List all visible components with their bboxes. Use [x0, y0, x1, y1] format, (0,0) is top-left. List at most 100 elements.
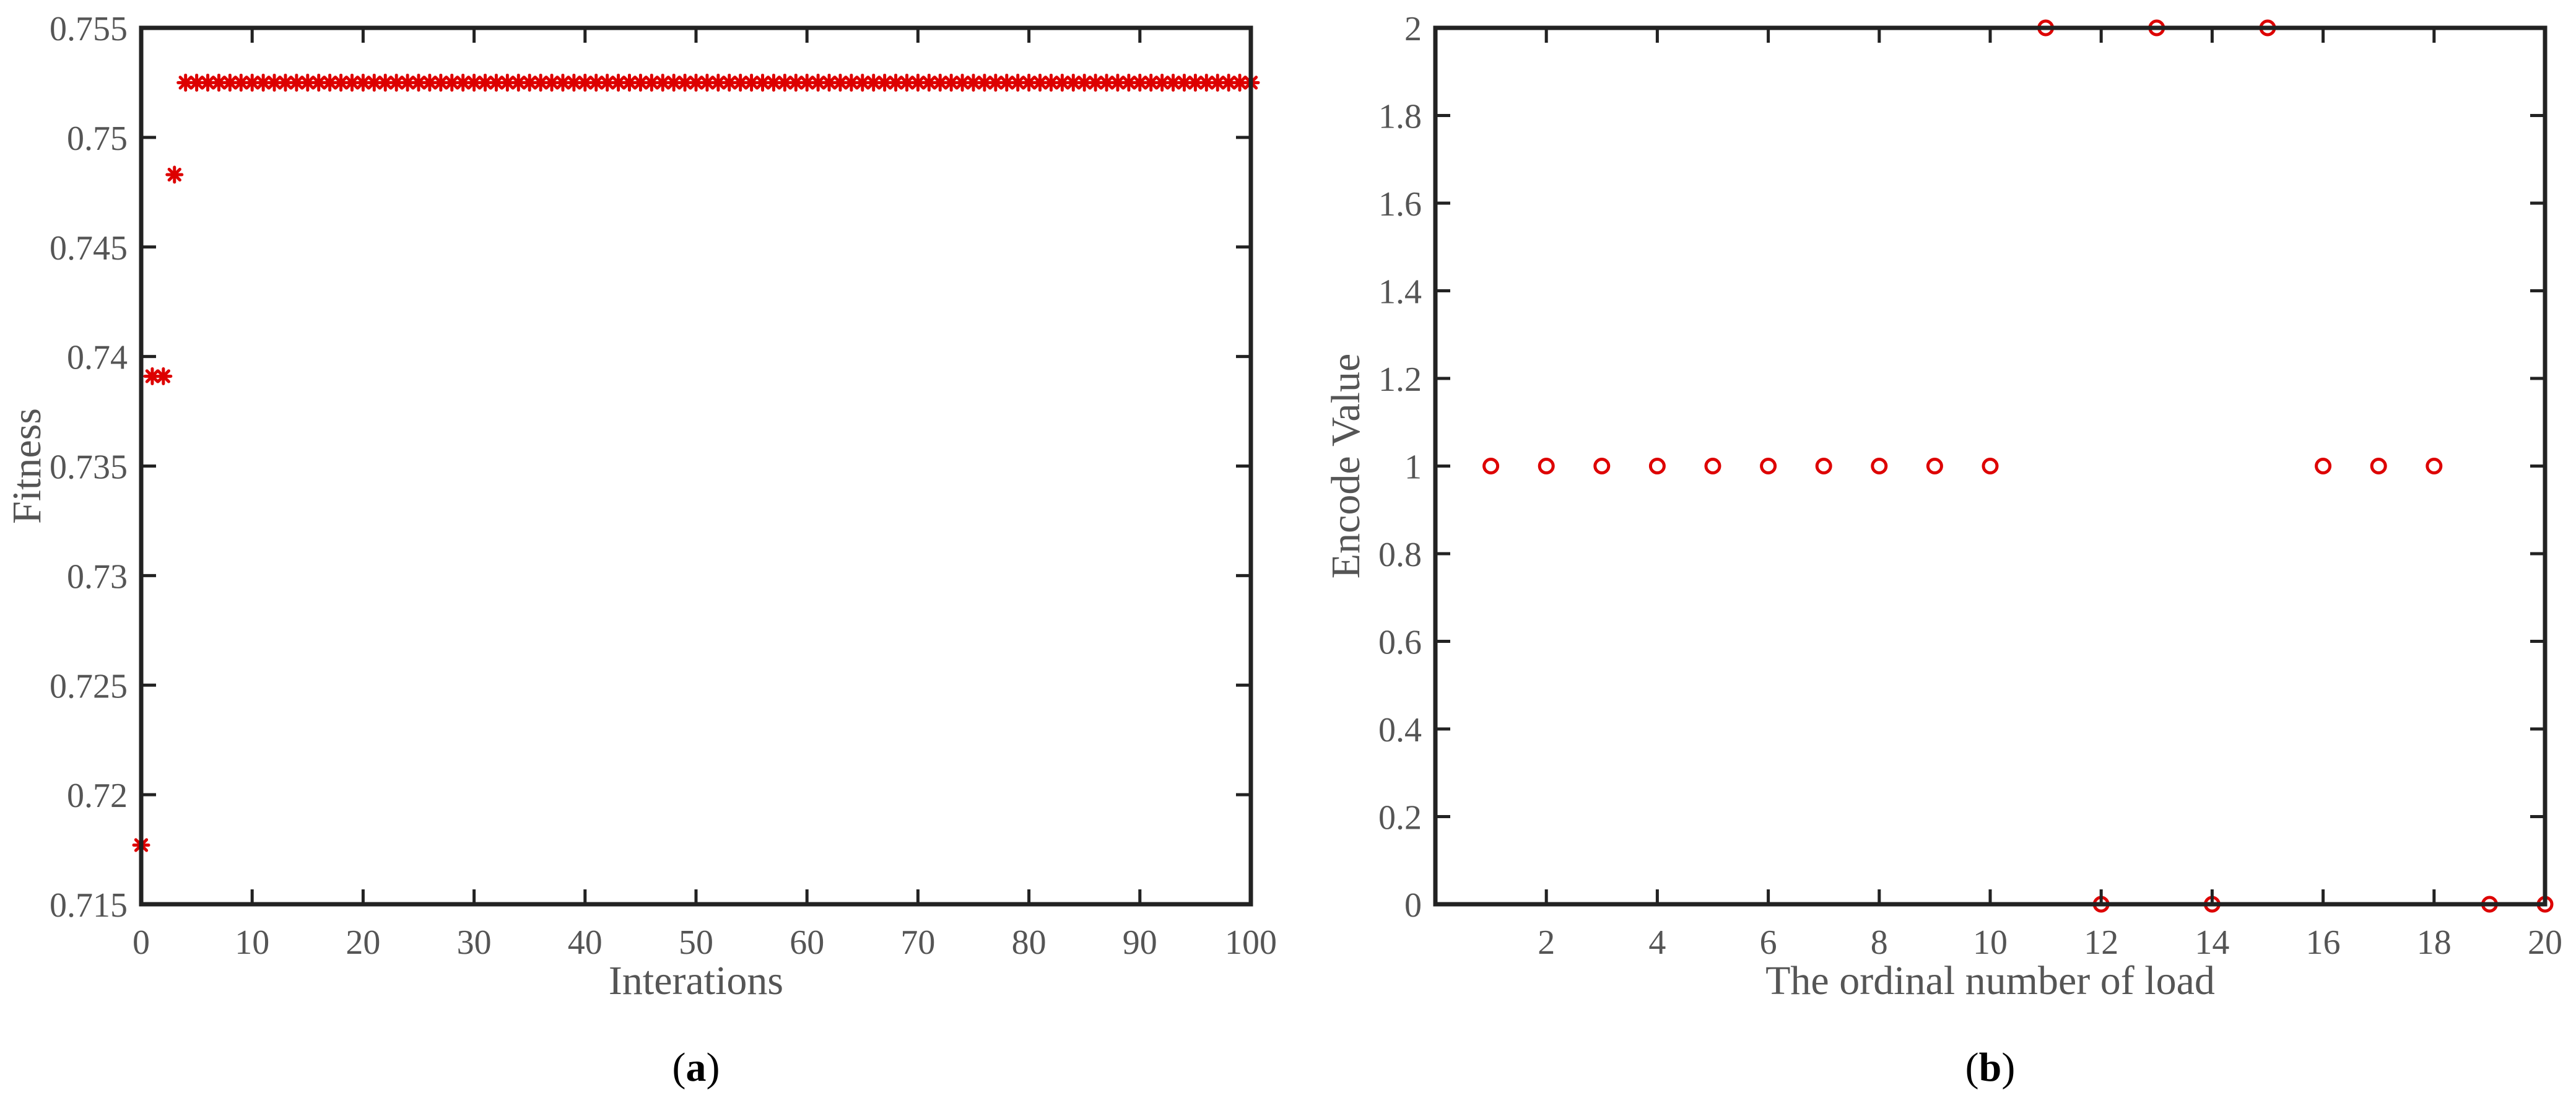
data-point-circle [1538, 458, 1555, 474]
panel-b-x-axis-label: The ordinal number of load [1765, 958, 2215, 1003]
data-point-circle [1926, 458, 1943, 474]
y-tick-label: 0.4 [1378, 711, 1422, 749]
panel-a-y-ticks: 0.715 0.72 0.725 0.73 0.735 0.74 0.745 0.75 0.75… [50, 10, 1251, 925]
panel-a-x-ticks: 0 10 20 30 40 50 60 70 80 90 100 [133, 28, 1277, 962]
x-tick-label: 10 [1973, 923, 2008, 962]
x-tick-label: 20 [346, 923, 380, 962]
data-point-circle [1593, 458, 1611, 474]
x-tick-label: 40 [568, 923, 603, 962]
data-point-asterisk [232, 73, 250, 92]
data-point-asterisk [1042, 73, 1060, 92]
y-tick-label: 1.8 [1378, 98, 1422, 136]
data-point-asterisk [642, 73, 661, 92]
data-point-circle [2315, 458, 2332, 474]
data-point-asterisk [265, 73, 284, 92]
y-tick-label: 0.75 [67, 120, 128, 158]
data-point-circle [1871, 458, 1888, 474]
x-tick-label: 70 [900, 923, 935, 962]
panel-b-y-axis-label: Encode Value [1323, 354, 1368, 578]
x-tick-label: 6 [1760, 923, 1777, 962]
panel-b-caption-letter: b [1979, 1045, 2002, 1090]
x-tick-label: 16 [2306, 923, 2341, 962]
panel-b-y-ticks: 0 0.2 0.4 0.6 0.8 1 1.2 1.4 1.6 1.8 2 [1378, 10, 2545, 925]
x-tick-label: 14 [2195, 923, 2229, 962]
data-point-asterisk [986, 73, 1005, 92]
panel-b-caption-open: ( [1965, 1045, 1979, 1090]
data-point-circle [1704, 458, 1721, 474]
data-point-circle [1982, 458, 1999, 474]
x-tick-label: 18 [2417, 923, 2452, 962]
data-point-asterisk [876, 73, 894, 92]
panel-a-y-axis-label: Fitness [4, 408, 50, 524]
x-tick-label: 100 [1225, 923, 1277, 962]
panel-a-marks [132, 73, 1260, 854]
panel-a-caption-close: ) [707, 1045, 720, 1090]
data-point-asterisk [487, 73, 505, 92]
panel-a-caption-letter: a [686, 1045, 707, 1090]
panel-b-caption-close: ) [2001, 1045, 2015, 1090]
x-tick-label: 12 [2084, 923, 2118, 962]
y-tick-label: 1 [1404, 448, 1422, 487]
x-tick-label: 8 [1871, 923, 1888, 962]
data-point-asterisk [188, 73, 206, 92]
x-tick-label: 2 [1538, 923, 1555, 962]
data-point-asterisk [409, 73, 428, 92]
data-point-asterisk [620, 73, 638, 92]
data-point-asterisk [454, 73, 472, 92]
x-tick-label: 4 [1648, 923, 1666, 962]
panel-a-caption: (a) [672, 1045, 720, 1090]
panel-a-axes-frame [139, 25, 1253, 907]
data-point-circle [1482, 458, 1500, 474]
x-tick-label: 20 [2528, 923, 2562, 962]
y-tick-label: 0.735 [50, 448, 128, 487]
data-point-asterisk [786, 73, 805, 92]
x-tick-label: 10 [235, 923, 269, 962]
y-tick-label: 1.4 [1378, 273, 1422, 312]
data-point-circle [2370, 458, 2387, 474]
y-tick-label: 2 [1404, 10, 1422, 48]
data-point-asterisk [1009, 73, 1027, 92]
y-tick-label: 0.715 [50, 886, 128, 925]
data-point-asterisk [154, 367, 173, 385]
y-tick-label: 0.725 [50, 667, 128, 705]
data-point-circle [2426, 458, 2443, 474]
x-tick-label: 60 [790, 923, 824, 962]
y-tick-label: 1.6 [1378, 185, 1422, 224]
x-tick-label: 80 [1012, 923, 1046, 962]
y-tick-label: 0.2 [1378, 799, 1422, 837]
panel-a-caption-open: ( [672, 1045, 686, 1090]
y-tick-label: 0.755 [50, 10, 128, 48]
data-point-asterisk [465, 73, 484, 92]
data-point-asterisk [587, 73, 606, 92]
y-tick-label: 0.73 [67, 557, 128, 596]
y-tick-label: 0 [1404, 886, 1422, 925]
panel-b-axes-frame [1433, 25, 2548, 907]
data-point-asterisk [165, 165, 184, 184]
panel-b-caption: (b) [1965, 1045, 2016, 1090]
data-point-asterisk [143, 367, 162, 385]
data-point-asterisk [1064, 73, 1082, 92]
data-point-asterisk [565, 73, 583, 92]
data-point-circle [1815, 458, 1832, 474]
y-tick-label: 0.745 [50, 229, 128, 268]
x-tick-label: 30 [457, 923, 492, 962]
y-tick-label: 0.74 [67, 339, 128, 377]
x-tick-label: 50 [679, 923, 713, 962]
data-point-asterisk [720, 73, 739, 92]
data-point-asterisk [1075, 73, 1094, 92]
y-tick-label: 0.8 [1378, 536, 1422, 574]
y-tick-label: 0.6 [1378, 624, 1422, 662]
panel-b-encode-chart: 2 4 6 8 10 12 14 16 18 20 0 0.2 0.4 0.6 0.8 1 1.2 1.4 1.6… [1323, 10, 2562, 1090]
x-tick-label: 0 [133, 923, 150, 962]
panel-a-fitness-chart: 0 10 20 30 40 50 60 70 80 90 100 0.7150.720.7250.7… [4, 10, 1277, 1090]
data-point-asterisk [653, 73, 672, 92]
data-point-circle [1760, 458, 1777, 474]
data-point-asterisk [664, 73, 683, 92]
data-point-asterisk [1164, 73, 1183, 92]
x-tick-label: 90 [1123, 923, 1157, 962]
data-point-circle [1648, 458, 1666, 474]
y-tick-label: 0.72 [67, 777, 128, 815]
y-tick-label: 1.2 [1378, 360, 1422, 399]
